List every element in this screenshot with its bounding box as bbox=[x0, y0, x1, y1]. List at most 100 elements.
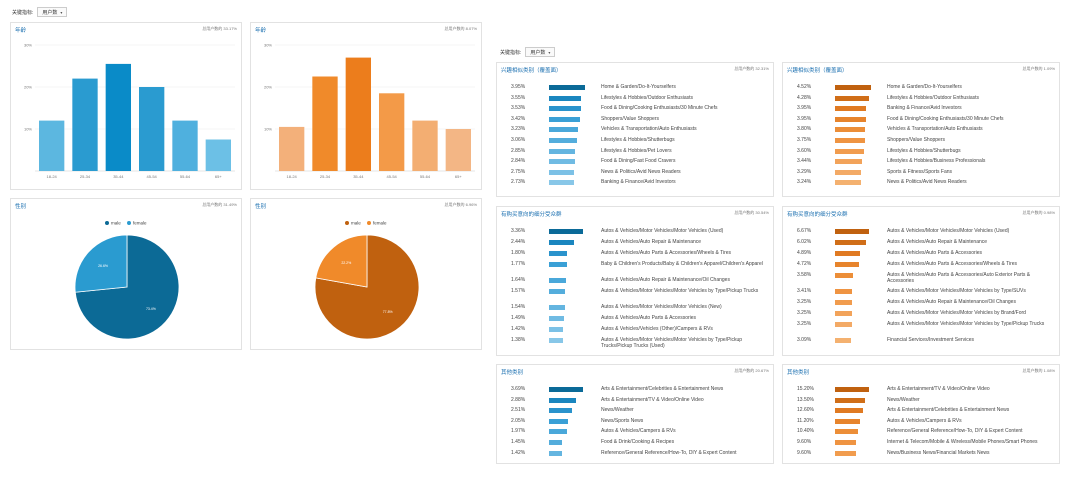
category-label[interactable]: Sports & Fitness/Sports Fans bbox=[887, 168, 953, 175]
category-label[interactable]: Autos & Vehicles/Campers & RVs bbox=[601, 428, 676, 435]
category-label[interactable]: Autos & Vehicles/Auto Parts & Accessorie… bbox=[601, 315, 697, 321]
category-bar-track bbox=[835, 138, 875, 143]
category-bar-track bbox=[549, 316, 589, 321]
category-label[interactable]: Arts & Entertainment/TV & Video/Online V… bbox=[601, 396, 704, 403]
category-label[interactable]: Reference/General Reference/How-To, DIY … bbox=[601, 449, 737, 456]
category-label[interactable]: Arts & Entertainment/TV & Video/Online V… bbox=[887, 386, 990, 392]
panel-title: 兴趣相似类别（覆盖面） bbox=[501, 68, 562, 74]
category-percent: 3.69% bbox=[511, 386, 526, 392]
category-bar-track bbox=[835, 251, 875, 256]
age-bar-chart: 30% 20% 10% 18-24 25-34 35-44 45-54 55-64 65+ bbox=[264, 43, 475, 179]
category-label[interactable]: Reference/General Reference/How-To, DIY … bbox=[887, 428, 1023, 435]
category-label[interactable]: Home & Garden/Do-It-Yourselfers bbox=[601, 84, 676, 90]
category-label[interactable]: Shoppers/Value Shoppers bbox=[601, 115, 660, 122]
category-label[interactable]: Internet & Telecom/Mobile & Wireless/Mob… bbox=[887, 439, 1038, 445]
category-bar bbox=[549, 251, 568, 256]
category-bar-track bbox=[549, 169, 589, 175]
category-label[interactable]: News/Weather bbox=[887, 396, 920, 403]
category-percent: 2.85% bbox=[511, 147, 526, 154]
panel-meta: 总用户数的 6.96% bbox=[444, 202, 477, 207]
category-bar-track bbox=[549, 251, 589, 256]
category-percent: 3.42% bbox=[511, 115, 526, 122]
category-label[interactable]: Vehicles & Transportation/Auto Enthusias… bbox=[601, 126, 697, 133]
category-label[interactable]: News & Politics/Avid News Readers bbox=[601, 168, 681, 175]
metric-select[interactable]: 用户数 ▾ bbox=[525, 47, 556, 57]
category-label[interactable]: Autos & Vehicles/Motor Vehicles/Motor Ve… bbox=[887, 288, 1026, 294]
gender-pie-chart: male female 73.4% 26.6% bbox=[74, 221, 180, 340]
category-percent: 10.40% bbox=[797, 428, 814, 435]
category-percent: 3.80% bbox=[797, 126, 812, 133]
category-label[interactable]: Baby & Children's Products/Baby & Childr… bbox=[601, 261, 763, 267]
category-label[interactable]: Autos & Vehicles/Auto Parts & Accessorie… bbox=[887, 272, 1031, 284]
category-label[interactable]: Autos & Vehicles/Auto Parts & Accessorie… bbox=[601, 250, 732, 256]
affinity-panel-left: 兴趣相似类别（覆盖面） 总用户数的 32.31% 3.95% Home & Gar… bbox=[496, 62, 774, 197]
category-label[interactable]: Autos & Vehicles/Auto Repair & Maintenan… bbox=[601, 277, 730, 283]
category-percent: 2.75% bbox=[511, 168, 526, 175]
category-label[interactable]: News/Business News/Financial Markets New… bbox=[887, 449, 990, 456]
category-label[interactable]: News/Weather bbox=[601, 407, 634, 414]
category-label[interactable]: Lifestyles & Hobbies/Shutterbugs bbox=[887, 147, 961, 154]
category-label[interactable]: Arts & Entertainment/Celebrities & Enter… bbox=[601, 386, 724, 392]
category-label[interactable]: Lifestyles & Hobbies/Pet Lovers bbox=[601, 147, 672, 154]
category-label[interactable]: Lifestyles & Hobbies/Outdoor Enthusiasts bbox=[601, 94, 693, 101]
category-label[interactable]: Lifestyles & Hobbies/Business Profession… bbox=[887, 158, 986, 165]
category-label[interactable]: Lifestyles & Hobbies/Shutterbugs bbox=[601, 137, 675, 143]
category-label[interactable]: Autos & Vehicles/Auto Parts & Accessorie… bbox=[887, 250, 983, 256]
y-tick-label: 30% bbox=[24, 43, 32, 48]
category-bar-track bbox=[549, 289, 589, 294]
category-label[interactable]: Banking & Finance/Avid Investors bbox=[887, 105, 962, 112]
category-label[interactable]: Autos & Vehicles/Auto Repair & Maintenan… bbox=[887, 299, 1016, 305]
category-label[interactable]: Autos & Vehicles/Campers & RVs bbox=[887, 417, 962, 424]
category-label[interactable]: News & Politics/Avid News Readers bbox=[887, 179, 967, 186]
slice-label: 77.8% bbox=[383, 310, 393, 314]
category-label[interactable]: Arts & Entertainment/Celebrities & Enter… bbox=[887, 407, 1010, 414]
category-label[interactable]: Autos & Vehicles/Auto Parts & Accessorie… bbox=[887, 261, 1018, 267]
category-bar-track bbox=[835, 180, 875, 186]
category-bar-track bbox=[835, 429, 875, 435]
legend-swatch bbox=[127, 221, 131, 225]
category-bar bbox=[549, 159, 575, 165]
category-bar-track bbox=[835, 262, 875, 267]
category-label[interactable]: Food & Dining/Cooking Enthusiasts/30 Min… bbox=[601, 105, 718, 112]
gender-pie-chart: male female 77.8% 22.2% bbox=[314, 221, 420, 340]
category-label[interactable]: Vehicles & Transportation/Auto Enthusias… bbox=[887, 126, 983, 133]
category-label[interactable]: Autos & Vehicles/Auto Repair & Maintenan… bbox=[601, 239, 702, 245]
category-label[interactable]: News/Sports News bbox=[601, 417, 644, 424]
category-bar-track bbox=[549, 159, 589, 165]
category-bar bbox=[835, 159, 863, 165]
category-label[interactable]: Autos & Vehicles/Motor Vehicles/Motor Ve… bbox=[887, 228, 1010, 234]
category-percent: 4.72% bbox=[797, 261, 812, 267]
category-bar bbox=[835, 169, 862, 175]
category-bar bbox=[549, 95, 582, 101]
metric-filter-right: 关键指标: 用户数 ▾ bbox=[500, 47, 556, 57]
category-bar-track bbox=[835, 387, 875, 392]
category-label[interactable]: Autos & Vehicles/Auto Repair & Maintenan… bbox=[887, 239, 988, 245]
category-label[interactable]: Food & Drink/Cooking & Recipes bbox=[601, 439, 675, 445]
category-label[interactable]: Autos & Vehicles/Motor Vehicles/Motor Ve… bbox=[601, 228, 724, 234]
category-label[interactable]: Shoppers/Value Shoppers bbox=[887, 137, 946, 143]
category-label[interactable]: Autos & Vehicles/Motor Vehicles/Motor Ve… bbox=[601, 337, 743, 349]
category-bar-track bbox=[835, 300, 875, 305]
category-percent: 3.53% bbox=[511, 105, 526, 112]
category-label[interactable]: Autos & Vehicles/Motor Vehicles/Motor Ve… bbox=[887, 310, 1026, 316]
y-tick-label: 20% bbox=[264, 85, 272, 90]
category-label[interactable]: Autos & Vehicles/Vehicles (Other)/Camper… bbox=[601, 326, 713, 332]
category-label[interactable]: Financial Services/Investment Services bbox=[887, 337, 974, 343]
category-label[interactable]: Food & Dining/Cooking Enthusiasts/30 Min… bbox=[887, 115, 1004, 122]
category-bar-track bbox=[549, 327, 589, 332]
category-label[interactable]: Home & Garden/Do-It-Yourselfers bbox=[887, 84, 962, 90]
panel-title: 年龄 bbox=[15, 28, 27, 34]
category-label[interactable]: Autos & Vehicles/Motor Vehicles/Motor Ve… bbox=[601, 288, 759, 294]
category-bar bbox=[549, 387, 583, 392]
metric-select[interactable]: 用户数 ▾ bbox=[37, 7, 68, 17]
category-bar-track bbox=[835, 106, 875, 112]
category-percent: 1.42% bbox=[511, 326, 526, 332]
category-label[interactable]: Autos & Vehicles/Motor Vehicles/Motor Ve… bbox=[601, 304, 722, 310]
category-bar-track bbox=[835, 240, 875, 245]
category-bar-track bbox=[835, 273, 875, 278]
category-label[interactable]: Food & Dining/Fast Food Cravers bbox=[601, 158, 676, 165]
category-label[interactable]: Autos & Vehicles/Motor Vehicles/Motor Ve… bbox=[887, 321, 1045, 327]
category-label[interactable]: Lifestyles & Hobbies/Outdoor Enthusiasts bbox=[887, 94, 979, 101]
category-bar bbox=[549, 278, 566, 283]
category-label[interactable]: Banking & Finance/Avid Investors bbox=[601, 179, 676, 186]
